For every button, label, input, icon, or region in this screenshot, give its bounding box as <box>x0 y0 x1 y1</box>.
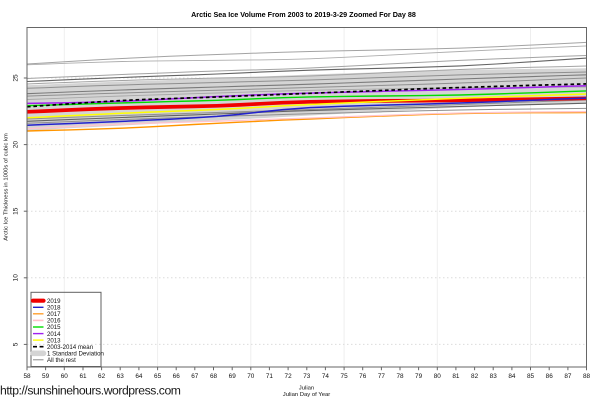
svg-text:Arctic Sea Ice Volume From 200: Arctic Sea Ice Volume From 2003 to 2019-… <box>191 10 416 19</box>
svg-text:84: 84 <box>508 373 516 380</box>
svg-text:25: 25 <box>13 74 20 82</box>
svg-text:64: 64 <box>135 373 143 380</box>
svg-text:72: 72 <box>285 373 293 380</box>
svg-text:67: 67 <box>191 373 199 380</box>
svg-text:88: 88 <box>583 373 591 380</box>
svg-text:61: 61 <box>79 373 87 380</box>
svg-text:20: 20 <box>13 141 20 149</box>
svg-text:68: 68 <box>210 373 218 380</box>
svg-text:62: 62 <box>98 373 106 380</box>
svg-text:63: 63 <box>117 373 125 380</box>
svg-text:15: 15 <box>13 207 20 215</box>
svg-text:2018: 2018 <box>47 305 61 312</box>
svg-text:Julian Day of Year: Julian Day of Year <box>283 392 331 398</box>
svg-text:5: 5 <box>13 342 20 346</box>
svg-text:2015: 2015 <box>47 324 61 331</box>
svg-text:1 Standard Deviation: 1 Standard Deviation <box>47 351 104 358</box>
svg-text:83: 83 <box>490 373 498 380</box>
svg-text:81: 81 <box>452 373 460 380</box>
svg-text:65: 65 <box>154 373 162 380</box>
svg-text:70: 70 <box>247 373 255 380</box>
svg-text:All the rest: All the rest <box>47 357 76 364</box>
svg-text:87: 87 <box>564 373 572 380</box>
svg-text:10: 10 <box>13 274 20 282</box>
svg-text:60: 60 <box>61 373 69 380</box>
svg-text:76: 76 <box>359 373 367 380</box>
svg-text:74: 74 <box>322 373 330 380</box>
svg-text:77: 77 <box>378 373 386 380</box>
svg-text:58: 58 <box>23 373 31 380</box>
svg-text:http://sunshinehours.wordpress: http://sunshinehours.wordpress.com <box>0 384 181 398</box>
svg-text:78: 78 <box>396 373 404 380</box>
svg-text:71: 71 <box>266 373 274 380</box>
svg-text:59: 59 <box>42 373 50 380</box>
svg-text:2019: 2019 <box>47 298 61 305</box>
svg-text:85: 85 <box>527 373 535 380</box>
svg-text:2013: 2013 <box>47 337 61 344</box>
svg-text:66: 66 <box>173 373 181 380</box>
svg-text:2014: 2014 <box>47 331 61 338</box>
svg-text:Julian: Julian <box>299 385 314 391</box>
svg-text:80: 80 <box>434 373 442 380</box>
svg-text:2016: 2016 <box>47 318 61 325</box>
svg-text:73: 73 <box>303 373 311 380</box>
svg-text:79: 79 <box>415 373 423 380</box>
svg-text:2017: 2017 <box>47 311 61 318</box>
svg-text:75: 75 <box>341 373 349 380</box>
svg-text:86: 86 <box>546 373 554 380</box>
svg-text:69: 69 <box>229 373 237 380</box>
svg-text:82: 82 <box>471 373 479 380</box>
svg-text:Arctic Ice Thickness in 1000s: Arctic Ice Thickness in 1000s of cubic k… <box>4 133 10 241</box>
svg-text:2003-2014 mean: 2003-2014 mean <box>47 344 93 351</box>
